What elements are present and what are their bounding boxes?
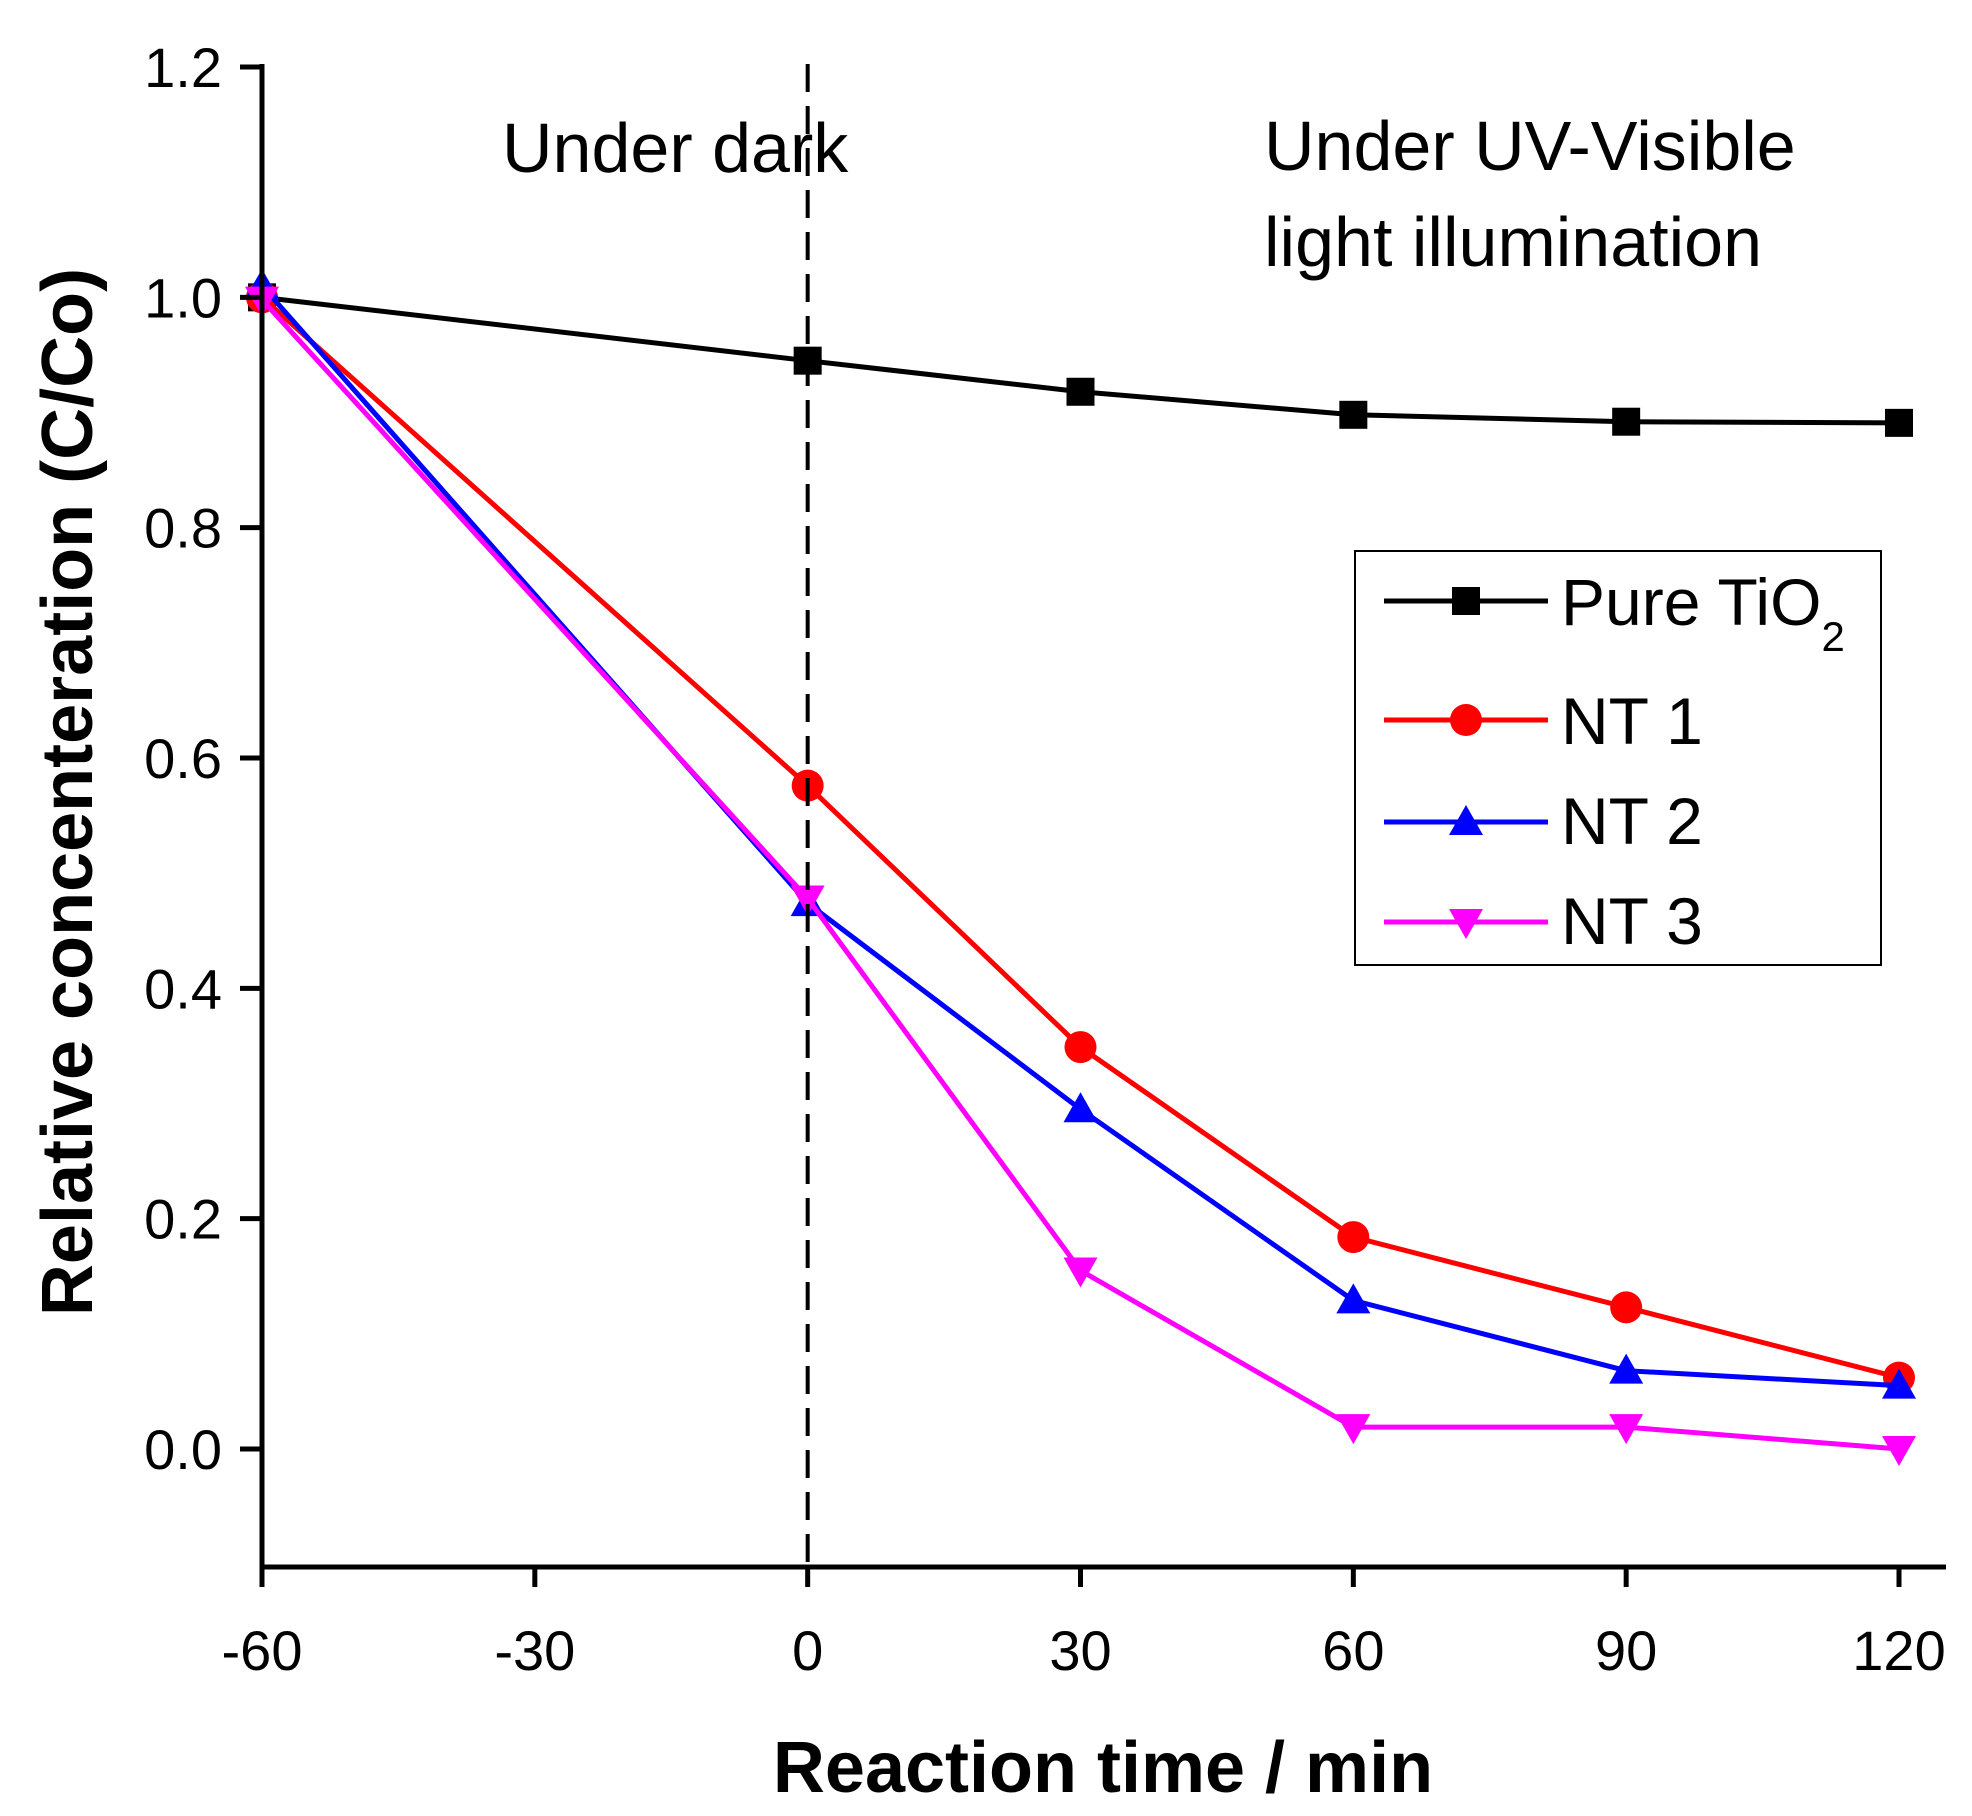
y-tick-label: 0.4 bbox=[144, 957, 222, 1020]
legend: Pure TiO2 NT 1 NT 2 NT 3 bbox=[1354, 550, 1882, 966]
data-point-2 bbox=[1882, 1368, 1916, 1399]
legend-label-nt3: NT 3 bbox=[1561, 884, 1703, 958]
data-point-1 bbox=[1610, 1291, 1643, 1324]
x-tick-label: -30 bbox=[494, 1619, 575, 1682]
y-ticks: 0.0 0.2 0.4 0.6 0.8 1.0 1.2 bbox=[144, 36, 262, 1481]
data-point-2 bbox=[1609, 1353, 1644, 1384]
series-line-0 bbox=[261, 294, 1900, 426]
legend-label-nt1: NT 1 bbox=[1561, 684, 1703, 758]
data-point-0 bbox=[1066, 377, 1095, 406]
y-axis-title: Relative concenteration (C/Co) bbox=[28, 268, 108, 1316]
y-tick-label: 1.0 bbox=[144, 266, 222, 329]
legend-marker-1 bbox=[1450, 704, 1482, 736]
data-point-3 bbox=[1336, 1414, 1371, 1445]
x-axis-title: Reaction time / min bbox=[773, 1728, 1433, 1808]
y-tick-label: 0.6 bbox=[144, 727, 222, 790]
legend-marker-2 bbox=[1449, 805, 1483, 835]
x-tick-label: 60 bbox=[1322, 1619, 1384, 1682]
data-point-2 bbox=[1336, 1283, 1371, 1314]
legend-label-pure-tio2: Pure TiO2 bbox=[1561, 565, 1845, 660]
x-tick-label: 0 bbox=[792, 1619, 823, 1682]
legend-label-nt2: NT 2 bbox=[1561, 784, 1703, 858]
data-point-0 bbox=[1339, 400, 1368, 429]
y-tick-label: 0.8 bbox=[144, 497, 222, 560]
data-point-0 bbox=[1612, 407, 1641, 436]
x-ticks: -60 -30 0 30 60 90 120 bbox=[222, 1567, 1946, 1682]
annotation-under-dark: Under dark bbox=[502, 109, 849, 187]
y-tick-label: 0.2 bbox=[144, 1188, 222, 1251]
legend-marker-3 bbox=[1449, 909, 1483, 939]
x-tick-label: -60 bbox=[222, 1619, 303, 1682]
x-tick-label: 90 bbox=[1595, 1619, 1657, 1682]
data-point-2 bbox=[1063, 1092, 1098, 1123]
annotation-light-line2: light illumination bbox=[1264, 203, 1762, 281]
data-point-3 bbox=[1882, 1436, 1916, 1466]
y-tick-label: 1.2 bbox=[144, 36, 222, 99]
data-point-3 bbox=[790, 885, 825, 916]
annotation-light-line1: Under UV-Visible bbox=[1264, 107, 1796, 185]
data-point-3 bbox=[1063, 1257, 1098, 1288]
series-line-1 bbox=[260, 295, 1900, 1381]
x-tick-label: 120 bbox=[1852, 1619, 1945, 1682]
legend-marker-0 bbox=[1452, 587, 1480, 615]
x-tick-label: 30 bbox=[1049, 1619, 1111, 1682]
data-point-3 bbox=[1609, 1414, 1644, 1445]
plot-area bbox=[245, 268, 1916, 1466]
series-line-3 bbox=[260, 297, 1900, 1452]
data-point-1 bbox=[1064, 1031, 1097, 1064]
data-point-1 bbox=[1337, 1221, 1370, 1254]
legend-box bbox=[1354, 550, 1882, 966]
y-tick-label: 0.0 bbox=[144, 1418, 222, 1481]
data-point-0 bbox=[1885, 408, 1913, 437]
